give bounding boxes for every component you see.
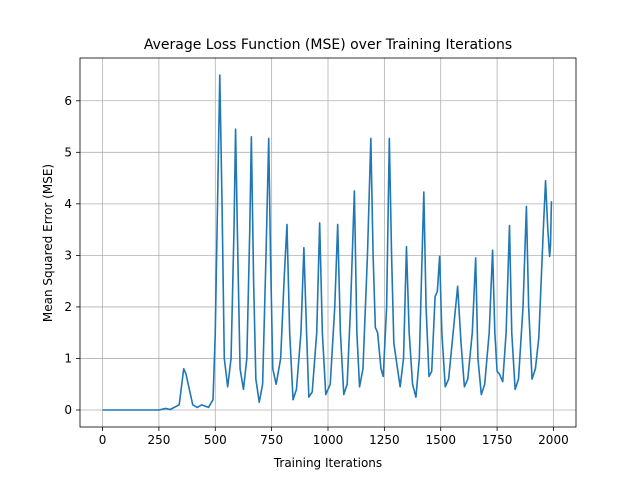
chart-title: Average Loss Function (MSE) over Trainin… bbox=[144, 37, 512, 53]
loss-line bbox=[102, 74, 553, 411]
x-tick-label: 750 bbox=[260, 433, 283, 447]
x-tick-label: 2000 bbox=[538, 433, 569, 447]
x-tick-label: 250 bbox=[147, 433, 170, 447]
plot-frame bbox=[79, 57, 577, 428]
y-tick-label: 0 bbox=[64, 403, 72, 417]
x-tick-label: 1750 bbox=[482, 433, 513, 447]
y-tick-label: 5 bbox=[64, 145, 72, 159]
y-tick-label: 3 bbox=[64, 248, 72, 262]
x-tick-label: 1500 bbox=[425, 433, 456, 447]
y-tick-label: 1 bbox=[64, 351, 72, 365]
x-tick-label: 0 bbox=[99, 433, 107, 447]
y-tick-label: 6 bbox=[64, 94, 72, 108]
x-tick-label: 1000 bbox=[313, 433, 344, 447]
x-tick-label: 1250 bbox=[369, 433, 400, 447]
y-tick-label: 4 bbox=[64, 197, 72, 211]
x-axis-label: Training Iterations bbox=[273, 456, 382, 470]
y-axis-label: Mean Squared Error (MSE) bbox=[41, 164, 55, 322]
x-tick-label: 500 bbox=[204, 433, 227, 447]
y-tick-label: 2 bbox=[64, 300, 72, 314]
